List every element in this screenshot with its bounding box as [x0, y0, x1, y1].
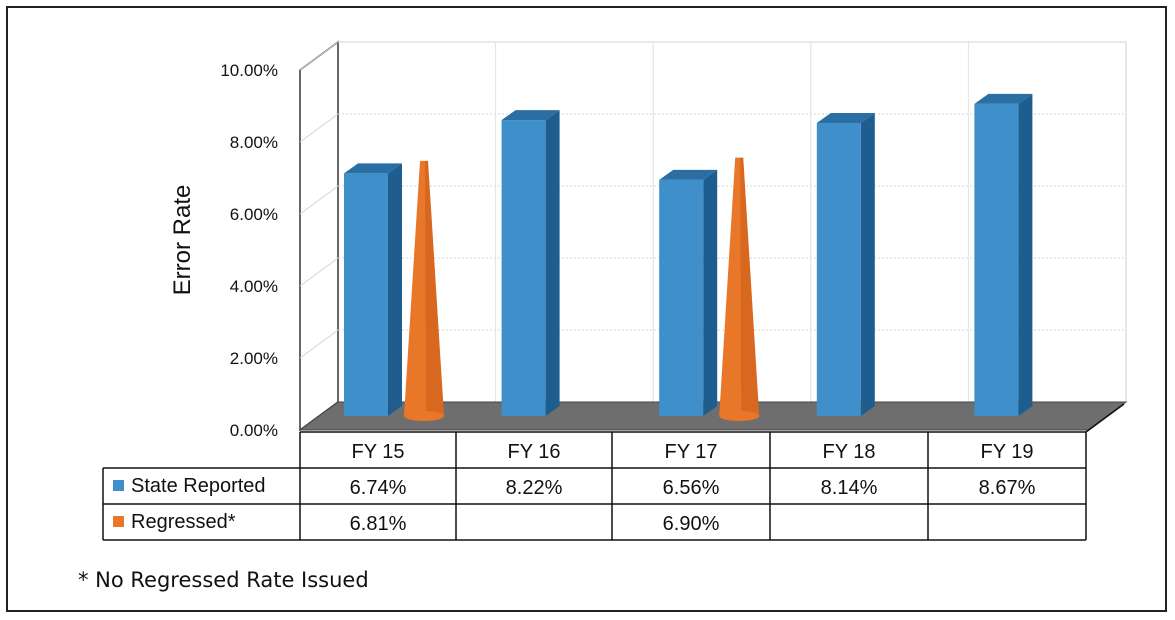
state-reported-bar — [816, 122, 861, 417]
footnote: * No Regressed Rate Issued — [78, 568, 369, 592]
gridline-side — [299, 41, 339, 71]
state-reported-bar-side — [860, 112, 875, 417]
regressed-cone-shade — [425, 160, 444, 416]
y-axis-title: Error Rate — [169, 185, 196, 296]
state-reported-bar-top — [344, 163, 402, 174]
state-reported-bar-side — [1018, 93, 1033, 416]
x-tick-label: FY 16 — [508, 441, 561, 463]
legend-label: State Reported — [131, 475, 266, 497]
x-tick-label: FY 15 — [352, 441, 405, 463]
legend-swatch — [113, 480, 124, 491]
y-tick-label: 10.00% — [220, 61, 278, 80]
y-tick-label: 0.00% — [230, 421, 278, 440]
side-wall — [299, 40, 339, 432]
state-reported-bar — [501, 120, 546, 416]
legend-swatch — [113, 516, 124, 527]
x-tick-label: FY 17 — [665, 441, 718, 463]
state-reported-bar-top — [816, 112, 875, 123]
y-tick-label: 4.00% — [230, 277, 278, 296]
data-label: 8.22% — [506, 477, 563, 499]
y-tick-label: 8.00% — [230, 133, 278, 152]
data-label: 6.81% — [350, 513, 407, 535]
y-tick-label: 6.00% — [230, 205, 278, 224]
regressed-cone-base — [404, 411, 444, 421]
state-reported-bar-side — [545, 110, 560, 416]
state-reported-bar — [659, 179, 704, 416]
data-label: 6.56% — [663, 477, 720, 499]
x-tick-label: FY 18 — [823, 441, 876, 463]
state-reported-bar-side — [703, 169, 718, 416]
state-reported-bar — [344, 173, 388, 416]
state-reported-bar-top — [974, 93, 1033, 104]
gridline-side — [299, 185, 339, 215]
state-reported-bar-top — [501, 110, 560, 121]
legend-label: Regressed* — [131, 511, 236, 533]
data-label: 8.67% — [979, 477, 1036, 499]
x-tick-label: FY 19 — [981, 441, 1034, 463]
state-reported-bar-side — [388, 163, 402, 416]
regressed-cone-base — [719, 411, 760, 421]
data-label: 8.14% — [821, 477, 878, 499]
gridline-side — [299, 329, 339, 359]
gridline-side — [299, 257, 339, 287]
data-label: 6.90% — [663, 513, 720, 535]
state-reported-bar-top — [659, 169, 718, 180]
data-label: 6.74% — [350, 477, 407, 499]
state-reported-bar — [974, 103, 1019, 416]
y-tick-label: 2.00% — [230, 349, 278, 368]
gridline-side — [299, 113, 339, 143]
regressed-cone-shade — [740, 157, 760, 416]
table-rule — [1085, 403, 1125, 433]
